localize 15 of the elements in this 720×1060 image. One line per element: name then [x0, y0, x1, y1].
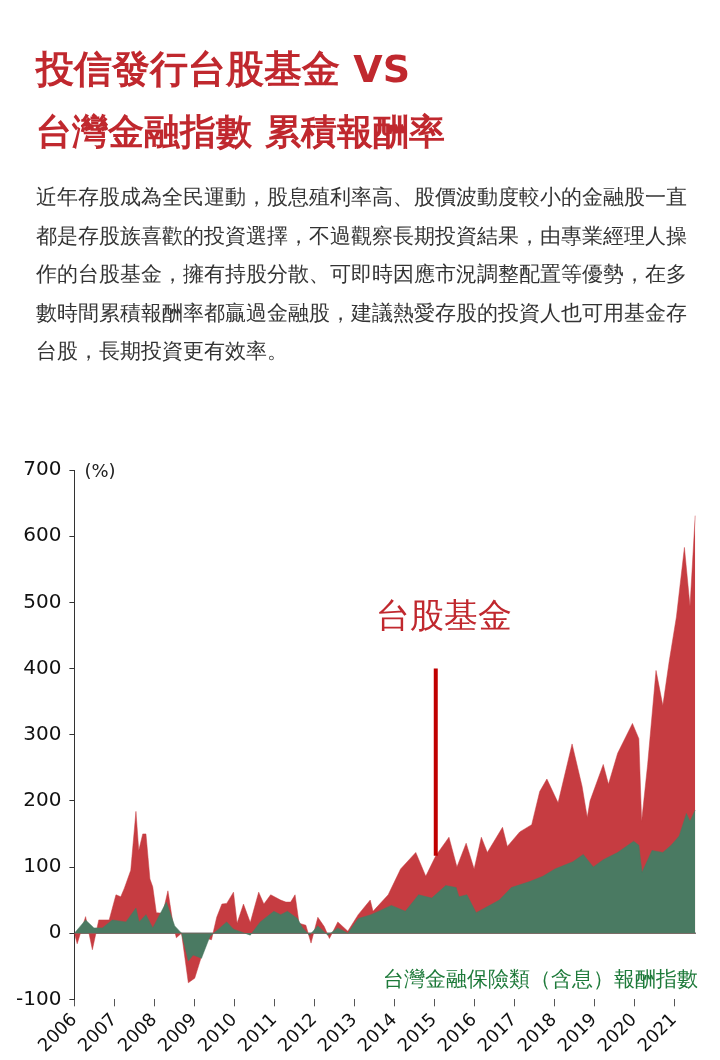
y-tick-label: 100: [23, 853, 62, 878]
y-tick-label: 300: [23, 720, 62, 745]
y-tick-label: 0: [48, 919, 62, 944]
series-label: 台灣金融保險類（含息）報酬指數: [383, 967, 698, 992]
annotation: 台股基金: [375, 595, 512, 636]
y-tick-label: 500: [23, 588, 62, 613]
y-axis-title: (%): [84, 459, 116, 481]
y-tick-label: 200: [23, 787, 62, 812]
y-tick-label: 700: [23, 456, 62, 481]
chart-title: 投信發行台股基金 VS: [36, 46, 411, 93]
y-tick-label: 400: [23, 654, 62, 679]
y-tick-label: -100: [16, 985, 62, 1010]
text: 近年存股成為全民運動，股息殖利率高、股價波動度較小的金融股一直都是存股族喜歡的投資選擇，不過觀察長期投資結果，由專業經理人操作的台股基金，擁有持股分散、可即時因應市況調整配置等優勢，在多數時間累積報酬率都贏過金融股，建議熱愛存股的投資人也可用基金存台股，長期投資更有效率。: [36, 184, 688, 365]
y-tick-label: 600: [23, 522, 62, 547]
chart-subtitle: 台灣金融指數 累積報酬率: [36, 110, 445, 154]
